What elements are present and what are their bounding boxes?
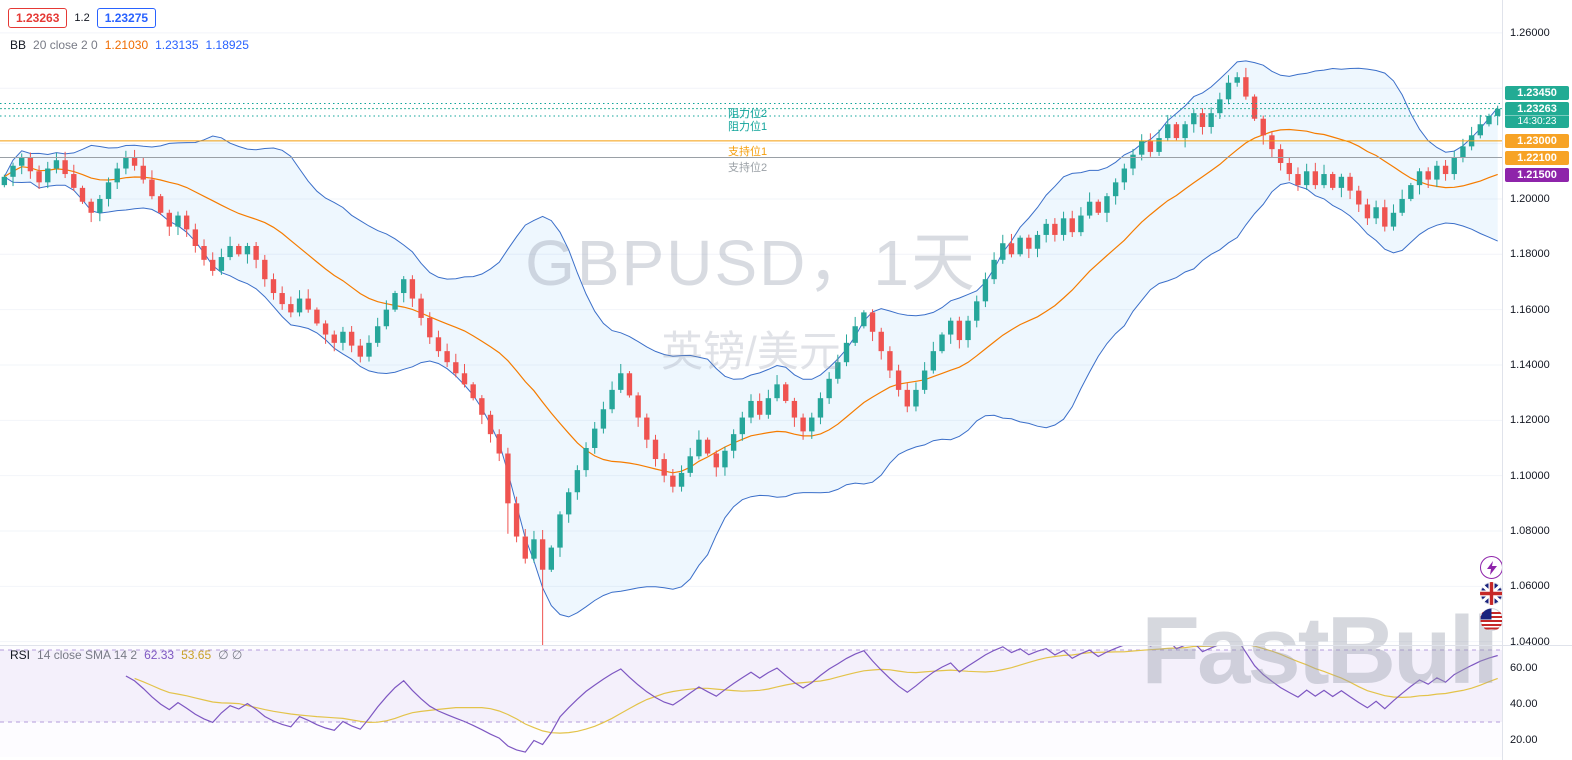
symbol-icon-stack	[1480, 556, 1502, 631]
rsi-tick: 40.00	[1510, 698, 1538, 710]
us-flag-glyph	[1480, 608, 1502, 631]
quote-widget: 1.23263 1.2 1.23275	[8, 8, 157, 28]
price-tick: 1.04000	[1510, 635, 1550, 648]
current-price-badge: 1.23263 14:30:23	[1505, 102, 1569, 128]
level-price-badge: 1.23000	[1505, 134, 1569, 148]
rsi-name: RSI	[10, 648, 31, 662]
price-tick: 1.10000	[1510, 469, 1550, 482]
rsi-tick: 60.00	[1510, 662, 1538, 674]
lightning-icon[interactable]	[1480, 556, 1502, 579]
bb-indicator-legend[interactable]: BB 20 close 2 0 1.21030 1.23135 1.18925	[10, 38, 249, 52]
price-tick: 1.20000	[1510, 192, 1550, 205]
lightning-bolt-glyph	[1486, 560, 1497, 575]
us-flag-icon[interactable]	[1480, 608, 1502, 631]
spread-value: 1.2	[74, 12, 90, 24]
rsi-canvas[interactable]	[0, 645, 1502, 757]
rsi-value: 62.33	[144, 648, 175, 662]
pane-separator[interactable]	[0, 645, 1572, 646]
rsi-extra-values: ∅ ∅	[218, 648, 243, 662]
bb-name: BB	[10, 38, 27, 52]
rsi-params: 14 close SMA 14 2	[37, 648, 138, 662]
level-price-badge: 1.23450	[1505, 86, 1569, 100]
price-tick: 1.14000	[1510, 358, 1550, 371]
gb-flag-glyph	[1480, 582, 1502, 605]
bb-lower-value: 1.18925	[205, 38, 249, 52]
bid-price-button[interactable]: 1.23263	[8, 8, 68, 28]
rsi-pane[interactable]: RSI 14 close SMA 14 2 62.33 53.65 ∅ ∅	[0, 645, 1502, 757]
countdown-timer: 14:30:23	[1505, 115, 1569, 127]
bb-params: 20 close 2 0	[33, 38, 98, 52]
level-price-badge: 1.21500	[1505, 168, 1569, 182]
rsi-tick: 20.00	[1510, 734, 1538, 746]
level-price-badge: 1.22100	[1505, 151, 1569, 165]
bb-basis-value: 1.21030	[104, 38, 149, 52]
price-tick: 1.26000	[1510, 26, 1550, 39]
gb-flag-icon[interactable]	[1480, 582, 1502, 605]
price-tick: 1.12000	[1510, 414, 1550, 427]
price-tick: 1.06000	[1510, 580, 1550, 593]
bb-upper-value: 1.23135	[155, 38, 199, 52]
main-chart-pane[interactable]: GBPUSD，1天 英镑/美元 1.23263 1.2 1.23275 BB 2…	[0, 0, 1502, 645]
price-tick: 1.16000	[1510, 303, 1550, 316]
rsi-sma-value: 53.65	[181, 648, 212, 662]
price-axis[interactable]: 1.26000 1.20000 1.18000 1.16000 1.14000 1.120…	[1502, 0, 1572, 760]
ask-price-button[interactable]: 1.23275	[96, 8, 157, 28]
price-tick: 1.18000	[1510, 248, 1550, 261]
price-tick: 1.08000	[1510, 524, 1550, 537]
main-chart-canvas[interactable]	[0, 0, 1502, 645]
rsi-indicator-legend[interactable]: RSI 14 close SMA 14 2 62.33 53.65 ∅ ∅	[10, 648, 242, 662]
